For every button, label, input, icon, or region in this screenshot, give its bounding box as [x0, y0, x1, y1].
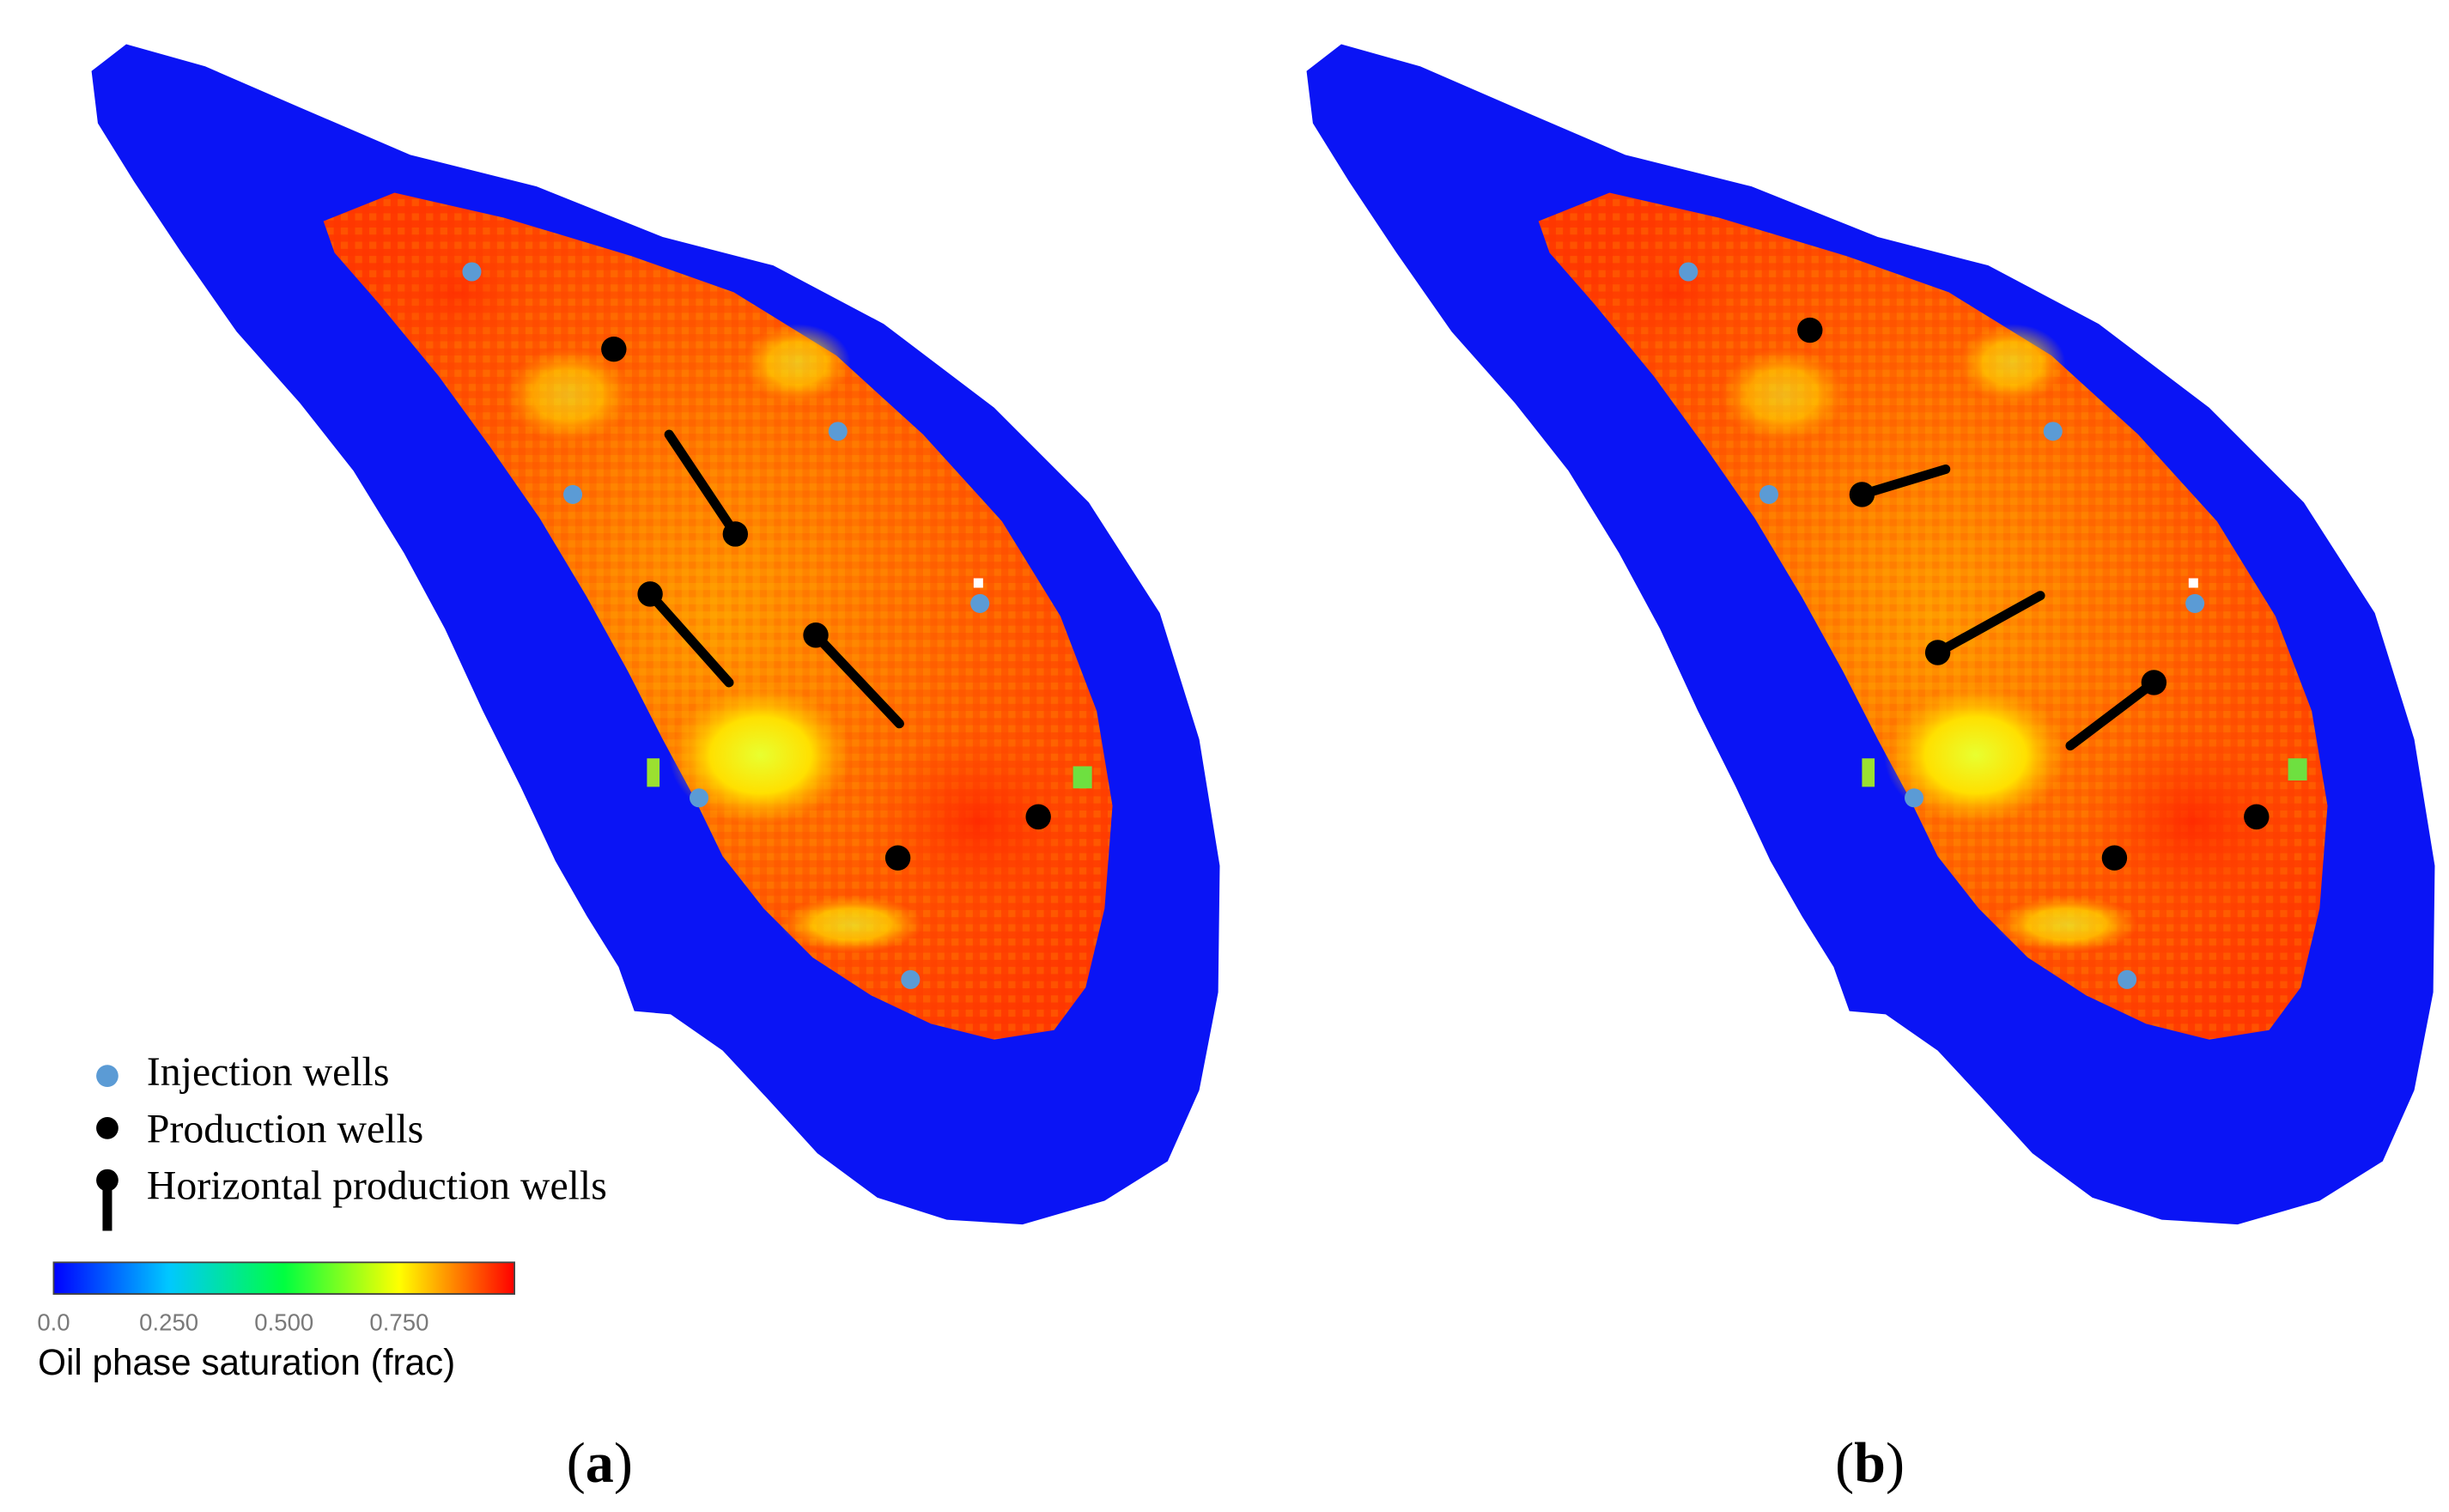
- injection-wells: [462, 262, 990, 989]
- colorbar-tick-label: 0.500: [254, 1309, 313, 1335]
- legend-label-injection: Injection wells: [147, 1049, 390, 1095]
- production-wells: [1797, 317, 2270, 871]
- colorbar-label: Oil phase saturation (frac): [38, 1342, 455, 1382]
- blue-dot-icon: [96, 1065, 118, 1088]
- injection-wells: [1679, 262, 2205, 989]
- colorbar-tick-label: 0.0: [37, 1309, 70, 1335]
- colorbar-ticks: 0.0 0.250 0.500 0.750: [37, 1309, 428, 1335]
- panel-label-a: (a): [567, 1432, 633, 1495]
- horizontal-wells: [1856, 464, 2159, 751]
- legend-label-production: Production wells: [147, 1106, 423, 1151]
- legend-label-horizontal: Horizontal production wells: [147, 1163, 607, 1209]
- colorbar-ramp: [52, 1261, 515, 1295]
- panel-a: Injection wells Production wells Horizon…: [37, 44, 1220, 1495]
- horizontal-well-icon: [96, 1169, 118, 1231]
- horizontal-wells: [645, 429, 904, 729]
- black-dot-icon: [96, 1116, 118, 1139]
- panel-b: (b): [1306, 44, 2435, 1495]
- legend: Injection wells Production wells Horizon…: [96, 1049, 607, 1231]
- production-wells: [601, 336, 1051, 871]
- colorbar: 0.0 0.250 0.500 0.750 Oil phase saturation …: [37, 1261, 515, 1382]
- panel-label-b: (b): [1835, 1432, 1905, 1495]
- colorbar-tick-label: 0.250: [139, 1309, 198, 1335]
- colorbar-tick-label: 0.750: [369, 1309, 428, 1335]
